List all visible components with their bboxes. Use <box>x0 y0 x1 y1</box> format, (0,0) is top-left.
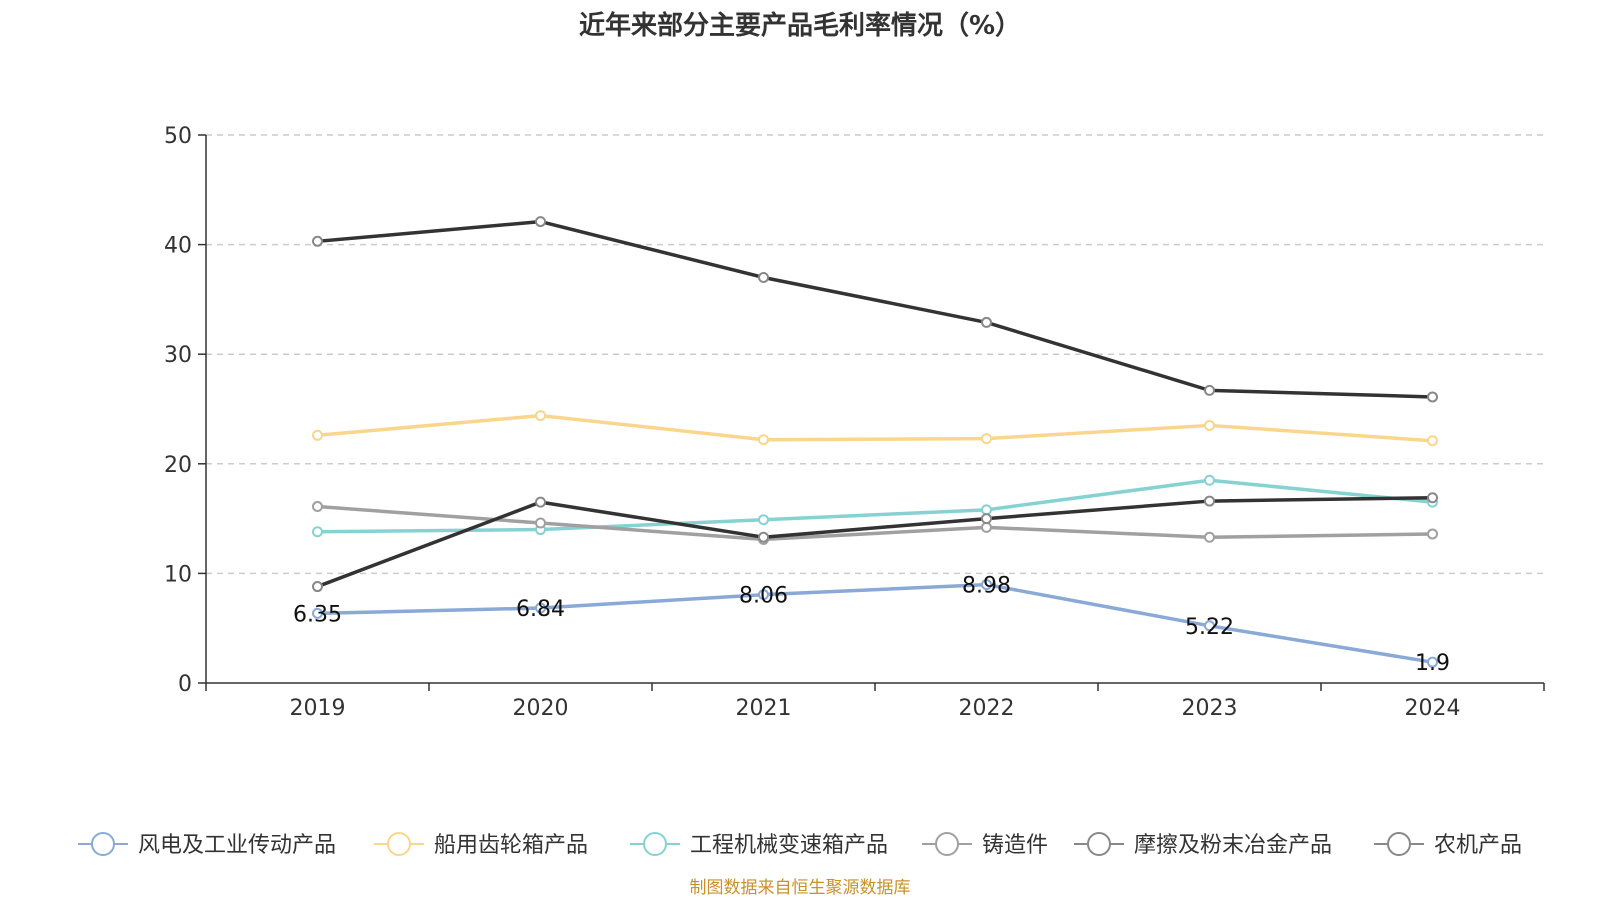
data-label: 1.9 <box>1415 651 1450 676</box>
series-line <box>317 582 1433 664</box>
data-point <box>758 434 769 446</box>
data-point <box>312 429 323 441</box>
data-labels: 6.35 6.84 8.06 8.98 5.22 1.9 <box>293 574 1450 677</box>
data-point <box>758 589 769 601</box>
data-point <box>981 316 992 328</box>
data-point <box>1427 492 1438 504</box>
legend-item[interactable]: 农机产品 <box>1374 832 1522 858</box>
x-tick-label: 2019 <box>290 696 346 721</box>
data-point <box>758 271 769 283</box>
source-note: 制图数据来自恒生聚源数据库 <box>690 878 911 898</box>
y-tick-label: 30 <box>164 343 192 368</box>
legend-item[interactable]: 船用齿轮箱产品 <box>374 832 588 858</box>
legend-swatch-marker <box>91 832 115 856</box>
data-point <box>1204 531 1215 543</box>
data-point <box>758 514 769 526</box>
data-label: 6.84 <box>516 597 565 622</box>
data-point <box>1204 474 1215 486</box>
data-point <box>1427 656 1438 668</box>
data-point <box>535 410 546 422</box>
data-point <box>1204 419 1215 431</box>
data-point <box>312 235 323 247</box>
y-tick-label: 0 <box>178 672 192 697</box>
legend-label: 风电及工业传动产品 <box>138 833 336 858</box>
data-label: 8.98 <box>962 574 1011 599</box>
grid-lines <box>206 134 1544 575</box>
legend-label: 船用齿轮箱产品 <box>434 833 588 858</box>
data-point <box>535 496 546 508</box>
legend-item[interactable]: 工程机械变速箱产品 <box>630 832 888 858</box>
data-point <box>1204 384 1215 396</box>
chart-title: 近年来部分主要产品毛利率情况（%） <box>579 10 1021 41</box>
x-tick-label: 2024 <box>1405 696 1461 721</box>
legend-swatch-marker <box>1087 832 1111 856</box>
y-tick-label: 20 <box>164 453 192 478</box>
data-point <box>535 517 546 529</box>
legend-label: 农机产品 <box>1434 833 1522 858</box>
data-point <box>981 504 992 516</box>
legend-label: 工程机械变速箱产品 <box>690 833 888 858</box>
legend-item[interactable]: 铸造件 <box>922 832 1048 858</box>
data-point <box>981 513 992 525</box>
series-line <box>317 504 1433 542</box>
data-point <box>1204 620 1215 632</box>
x-tick-label: 2020 <box>513 696 569 721</box>
y-tick-label: 10 <box>164 562 192 587</box>
legend-swatch-marker <box>643 832 667 856</box>
data-point <box>312 581 323 593</box>
legend-label: 摩擦及粉末冶金产品 <box>1134 833 1332 858</box>
series-group <box>312 216 1438 668</box>
series-line <box>317 478 1433 534</box>
legend: 风电及工业传动产品 船用齿轮箱产品 工程机械变速箱产品 铸造件 摩擦及粉末冶金产品 农机产… <box>78 832 1522 858</box>
legend-swatch-marker <box>935 832 959 856</box>
data-point <box>1427 435 1438 447</box>
data-point <box>981 521 992 533</box>
data-label: 8.06 <box>739 584 788 609</box>
x-tick-label: 2022 <box>959 696 1015 721</box>
data-point <box>312 501 323 513</box>
axes: 0 10 20 30 40 50 2019 2020 2021 2022 2023 2024 <box>164 124 1545 721</box>
data-label: 5.22 <box>1185 615 1234 640</box>
series-line <box>317 413 1433 443</box>
data-point <box>758 531 769 543</box>
y-tick-label: 50 <box>164 124 192 149</box>
data-point <box>312 607 323 619</box>
series-line <box>316 496 1433 589</box>
legend-swatch-marker <box>1387 832 1411 856</box>
data-label: 6.35 <box>293 602 342 627</box>
legend-swatch-marker <box>387 832 411 856</box>
x-tick-label: 2021 <box>736 696 792 721</box>
legend-item[interactable]: 摩擦及粉末冶金产品 <box>1074 832 1332 858</box>
data-point <box>312 526 323 538</box>
legend-label: 铸造件 <box>982 833 1048 858</box>
y-tick-label: 40 <box>164 234 192 259</box>
data-point <box>981 579 992 591</box>
x-tick-label: 2023 <box>1182 696 1238 721</box>
data-point <box>1427 528 1438 540</box>
data-point <box>535 216 546 228</box>
data-point <box>1204 495 1215 507</box>
data-point <box>981 433 992 445</box>
data-point <box>1427 391 1438 403</box>
series-line <box>317 219 1433 399</box>
data-point <box>535 602 546 614</box>
legend-item[interactable]: 风电及工业传动产品 <box>78 832 336 858</box>
